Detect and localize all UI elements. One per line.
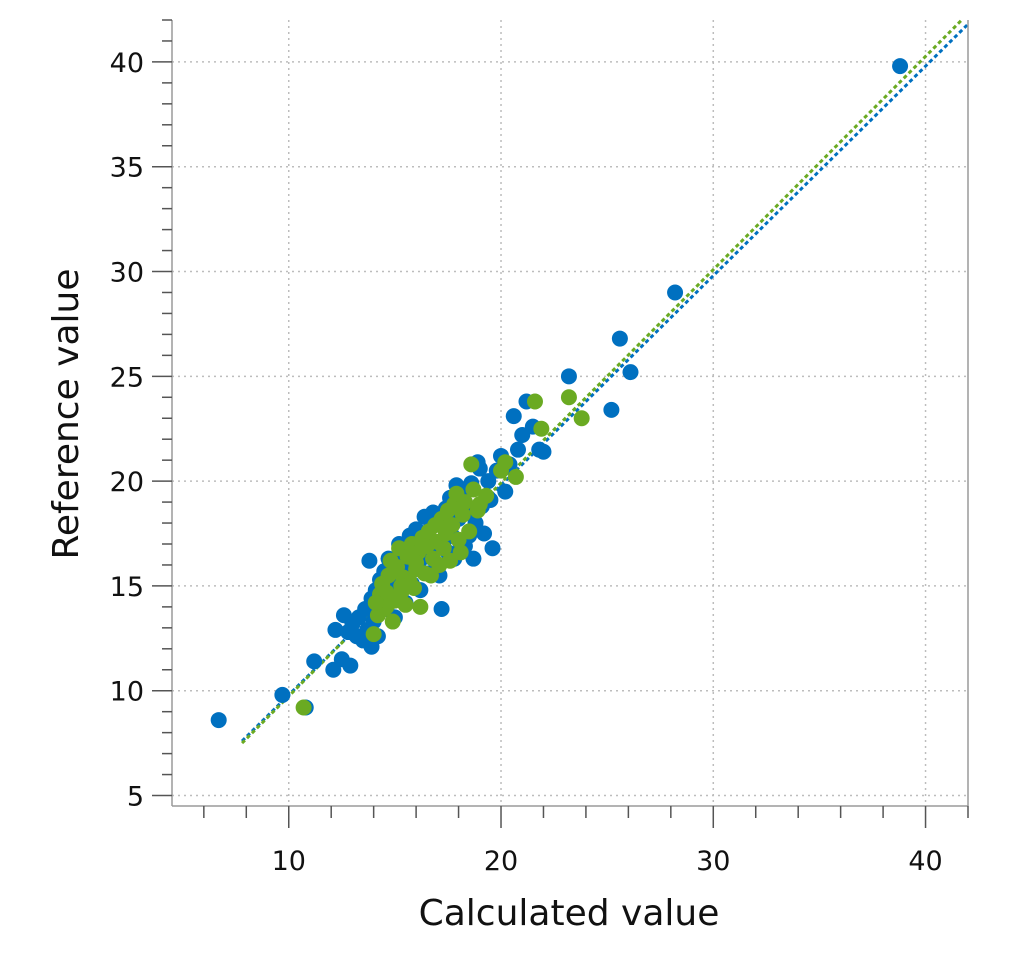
data-point-green [384,613,401,630]
data-point-blue [433,600,450,617]
axis-ticks [152,19,969,828]
y-tick-label: 30 [110,258,144,289]
data-point-blue [361,552,378,569]
data-point-blue [484,540,501,557]
y-tick-label: 40 [110,48,144,79]
data-point-blue [505,408,522,425]
data-point-blue [465,550,482,567]
data-point-blue [622,364,639,381]
x-tick-label: 10 [272,846,306,877]
y-tick-label: 20 [110,467,144,498]
y-tick-label: 25 [110,362,144,393]
data-point-blue [509,441,526,458]
data-point-blue [611,330,628,347]
data-point-green [393,577,410,594]
data-point-green [573,410,590,427]
data-point-green [478,487,495,504]
data-point-blue [210,712,227,729]
x-tick-label: 20 [484,846,518,877]
data-point-green [456,494,473,511]
data-point-blue [535,443,552,460]
y-tick-label: 35 [110,153,144,184]
data-point-blue [274,686,291,703]
data-point-blue [476,525,493,542]
data-point-green [408,554,425,571]
tick-labels: 5 10 15 20 25 30 35 40 10 20 30 40 [110,48,943,877]
data-point-green [365,626,382,643]
data-point-green [463,456,480,473]
data-point-green [497,454,514,471]
plot-frame [171,20,969,807]
data-point-blue [306,653,323,670]
data-point-blue [892,58,909,75]
data-point-green [435,540,452,557]
data-point-green [405,580,422,597]
x-tick-label: 30 [696,846,730,877]
data-point-blue [603,401,620,418]
data-point-blue [667,284,684,301]
data-point-green [295,699,312,716]
y-tick-label: 5 [127,782,144,813]
data-point-green [465,481,482,498]
data-point-blue [497,483,514,500]
data-point-green [533,420,550,437]
data-point-green [412,598,429,615]
data-point-blue [342,657,359,674]
data-point-blue [327,621,344,638]
y-tick-label: 10 [110,677,144,708]
data-points [210,58,909,729]
data-point-blue [560,368,577,385]
data-point-green [439,519,456,536]
data-point-green [452,544,469,561]
data-point-green [367,594,384,611]
x-tick-label: 40 [908,846,942,877]
y-tick-label: 15 [110,572,144,603]
data-point-green [507,468,524,485]
data-point-green [461,523,478,540]
data-point-green [526,393,543,410]
x-axis-title: Calculated value [419,893,720,934]
y-axis-title: Reference value [46,268,87,559]
data-point-green [397,596,414,613]
data-point-green [560,389,577,406]
data-point-green [454,506,471,523]
